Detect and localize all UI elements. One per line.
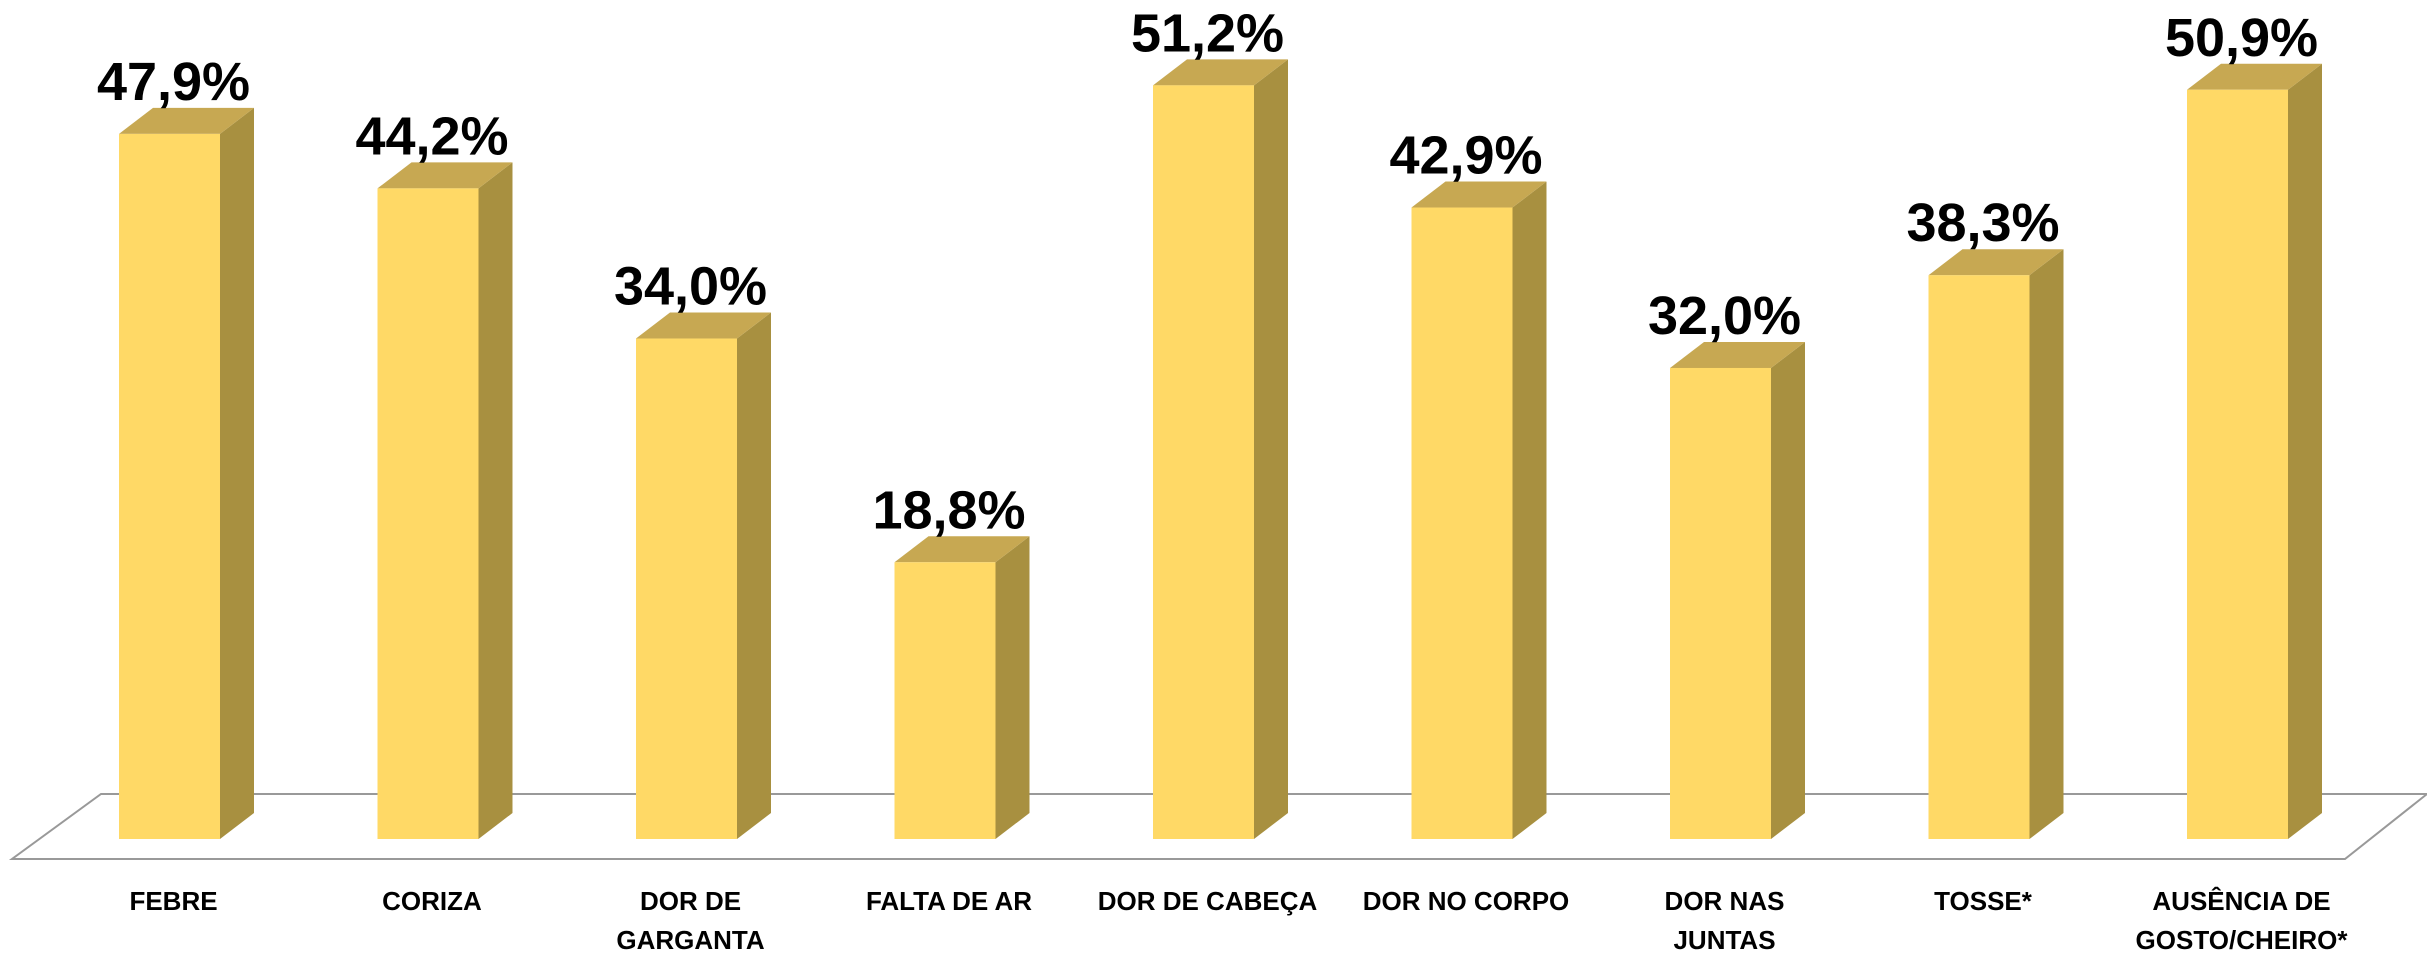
bar: [1928, 249, 2064, 839]
bar-front: [1928, 275, 2030, 839]
value-label: 50,9%: [2165, 8, 2318, 68]
bar: [1153, 59, 1288, 839]
bar-front: [119, 133, 220, 840]
bar-front: [2187, 89, 2288, 839]
bar-side: [995, 536, 1030, 839]
bar-top: [1670, 341, 1805, 368]
bar-top: [119, 107, 254, 134]
bar-top: [1411, 181, 1547, 208]
bar-side: [737, 312, 771, 839]
bar: [377, 162, 513, 840]
bar: [1411, 181, 1547, 840]
value-label: 32,0%: [1648, 286, 1801, 346]
bar-top: [1928, 249, 2064, 276]
bar-top: [894, 536, 1030, 563]
bar: [894, 536, 1030, 839]
bar: [119, 107, 254, 840]
bar-side: [220, 107, 254, 840]
bar-front: [1153, 85, 1254, 839]
x-tick-label: DOR DE CABEÇA: [1098, 886, 1318, 916]
x-tick-label: FALTA DE AR: [866, 886, 1032, 916]
bar-front: [1411, 207, 1513, 840]
bar-side: [2029, 249, 2064, 839]
value-label: 18,8%: [872, 480, 1025, 540]
value-label: 51,2%: [1131, 3, 1284, 63]
value-label: 44,2%: [355, 106, 508, 166]
bar-top: [1153, 59, 1288, 86]
value-label: 47,9%: [97, 52, 250, 112]
bar-side: [1771, 341, 1805, 839]
value-label: 38,3%: [1906, 193, 2059, 253]
bar-front: [1670, 367, 1771, 839]
x-tick-label: DOR NAS JUNTAS: [1665, 886, 1785, 955]
x-tick-label: DOR DE GARGANTA: [616, 886, 765, 955]
bar: [1670, 341, 1805, 839]
bar-front: [636, 338, 737, 839]
bar-side: [1512, 181, 1547, 840]
value-label: 42,9%: [1389, 126, 1542, 186]
x-tick-label: FEBRE: [129, 886, 217, 916]
bar-side: [478, 162, 513, 840]
x-tick-label: CORIZA: [382, 886, 482, 916]
bar-side: [2288, 63, 2322, 839]
bar: [2187, 63, 2322, 839]
x-tick-label: AUSÊNCIA DE GOSTO/CHEIRO*: [2136, 886, 2349, 955]
value-label: 34,0%: [614, 257, 767, 317]
bar-front: [894, 562, 996, 839]
bar-top: [377, 162, 513, 189]
x-tick-label: DOR NO CORPO: [1363, 886, 1570, 916]
bar-side: [1254, 59, 1288, 839]
x-tick-label: TOSSE*: [1934, 886, 2033, 916]
bar-front: [377, 188, 479, 840]
bar-top: [636, 312, 771, 339]
bar-top: [2187, 63, 2322, 90]
bar: [636, 312, 771, 839]
